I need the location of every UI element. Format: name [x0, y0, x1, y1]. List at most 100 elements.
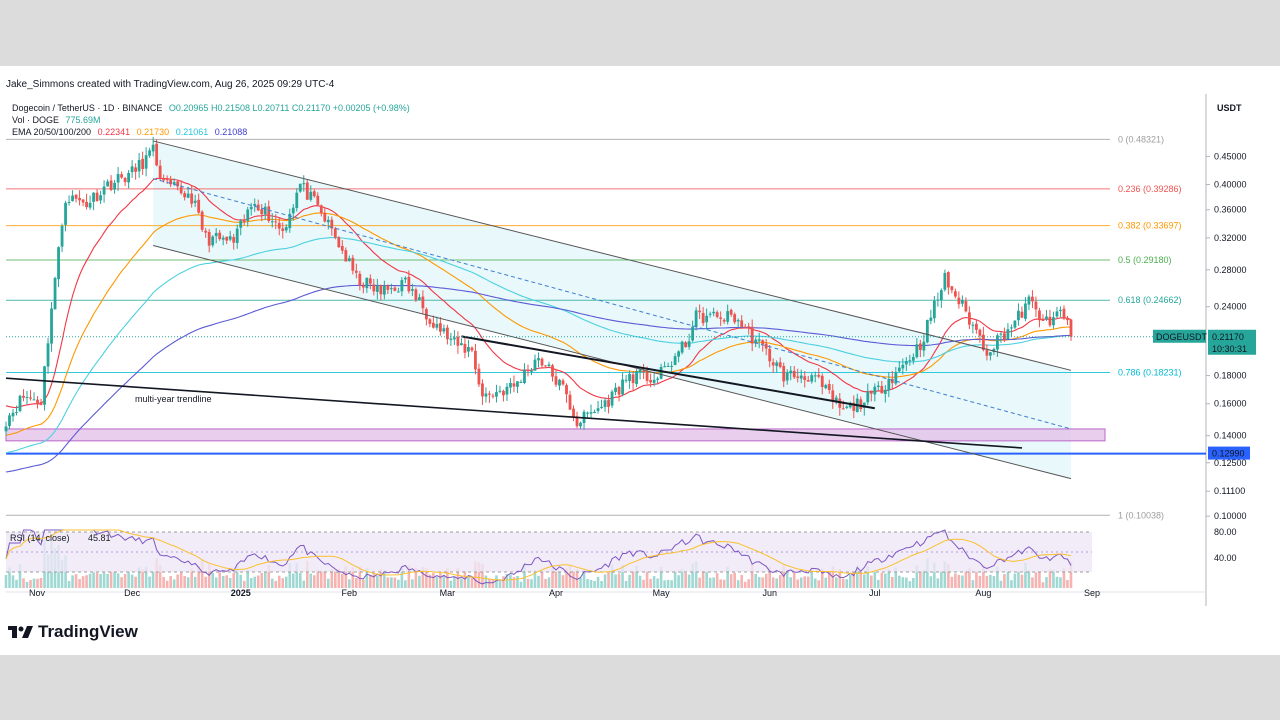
- volume-bar: [404, 580, 407, 588]
- breakout-trendline: [461, 335, 875, 410]
- volume-bar: [467, 575, 470, 588]
- volume-bar: [29, 580, 32, 588]
- candle-body: [379, 285, 383, 295]
- volume-bar: [92, 572, 95, 588]
- candle-body: [684, 342, 688, 348]
- price-chart[interactable]: 0 (0.48321) 0.236 (0.39286) 0.382 (0.33697…: [0, 66, 1280, 655]
- candle-body: [628, 373, 631, 381]
- volume-bar: [526, 578, 530, 588]
- candle-body: [193, 200, 197, 203]
- volume-bar: [270, 578, 274, 588]
- volume-bar: [453, 576, 456, 588]
- candle-body: [691, 326, 695, 341]
- volume-bar: [572, 570, 575, 588]
- volume-bar: [582, 569, 586, 588]
- volume-bar: [1059, 577, 1062, 588]
- candle-body: [579, 422, 582, 427]
- volume-bar: [334, 569, 337, 588]
- volume-bar: [36, 578, 39, 588]
- symbol-row[interactable]: Dogecoin / TetherUS · 1D · BINANCE O0.20…: [12, 102, 410, 114]
- fib-label-5: 0.786 (0.18231): [1118, 368, 1182, 378]
- volume-bar: [810, 572, 814, 588]
- candle-body: [74, 194, 78, 199]
- volume-bar: [323, 570, 327, 588]
- candle-body: [586, 412, 589, 414]
- x-tick-label-5: Apr: [549, 588, 563, 598]
- fib-label-0: 0 (0.48321): [1118, 134, 1164, 144]
- candle-body: [169, 179, 173, 185]
- volume-bar: [509, 574, 512, 588]
- candle-body: [848, 402, 852, 408]
- volume-bar: [1066, 580, 1069, 588]
- candle-body: [162, 178, 166, 181]
- volume-bar: [130, 574, 134, 588]
- candle-body: [656, 378, 659, 380]
- candle-body: [354, 270, 358, 273]
- volume-row[interactable]: Vol · DOGE 775.69M: [12, 114, 410, 126]
- volume-bar: [8, 567, 11, 588]
- volume-bar: [155, 558, 158, 588]
- candle-body: [1003, 333, 1006, 340]
- volume-bar: [390, 577, 393, 588]
- candle-body: [46, 343, 50, 367]
- volume-bar: [277, 575, 281, 588]
- candle-body: [200, 211, 204, 230]
- candle-body: [323, 212, 327, 222]
- candle-body: [530, 370, 533, 372]
- candle-body: [120, 174, 124, 178]
- candle-body: [614, 387, 617, 392]
- candle-body: [197, 199, 201, 213]
- candle-body: [869, 390, 873, 394]
- multi-year-trendline: [5, 377, 1023, 449]
- volume-bar: [1038, 571, 1041, 588]
- volume-bar: [978, 575, 982, 588]
- candle-body: [109, 180, 113, 190]
- candle-body: [883, 389, 887, 394]
- volume-bar: [540, 570, 544, 588]
- volume-bar: [137, 567, 141, 588]
- volume-bar: [116, 573, 120, 588]
- candle-body: [435, 323, 439, 328]
- volume-bar: [621, 564, 624, 588]
- channel-midline: [153, 178, 1072, 430]
- tradingview-logo[interactable]: TradingView: [8, 622, 138, 642]
- volume-bar: [575, 569, 579, 588]
- y-tick-label-9: 0.12500: [1214, 458, 1247, 468]
- volume-bar: [253, 576, 257, 588]
- candle-body: [421, 296, 425, 309]
- symbol-tag-label: DOGEUSDT: [1156, 332, 1208, 342]
- candle-body: [32, 399, 36, 401]
- candle-body: [204, 230, 208, 233]
- candle-body: [295, 192, 299, 209]
- candle-body: [18, 395, 22, 412]
- volume-bar: [435, 576, 439, 588]
- candle-body: [764, 343, 768, 349]
- candle-body: [999, 333, 1003, 335]
- volume-bar: [95, 572, 99, 588]
- volume-bar: [740, 575, 743, 588]
- candle-body: [396, 291, 400, 293]
- volume-bar: [158, 564, 162, 588]
- candle-body: [127, 172, 131, 183]
- volume-bar: [305, 560, 309, 588]
- candle-body: [488, 393, 491, 395]
- volume-bar: [432, 573, 435, 588]
- volume-bar: [558, 572, 561, 588]
- volume-bar: [915, 565, 919, 588]
- candle-body: [179, 187, 183, 194]
- brand-name: TradingView: [38, 622, 138, 641]
- volume-bar: [656, 578, 659, 588]
- volume-bar: [768, 567, 772, 588]
- volume-bar: [481, 564, 484, 588]
- candle-body: [831, 390, 835, 402]
- volume-bar: [519, 581, 523, 588]
- candle-body: [414, 289, 418, 300]
- candle-body: [806, 380, 810, 382]
- candle-body: [1031, 296, 1034, 302]
- rsi-band: [6, 532, 1092, 572]
- candle-body: [1038, 310, 1041, 321]
- ema-row[interactable]: EMA 20/50/100/200 0.22341 0.21730 0.2106…: [12, 126, 410, 138]
- candle-body: [698, 310, 702, 313]
- candle-body: [463, 343, 467, 353]
- candle-body: [705, 315, 709, 323]
